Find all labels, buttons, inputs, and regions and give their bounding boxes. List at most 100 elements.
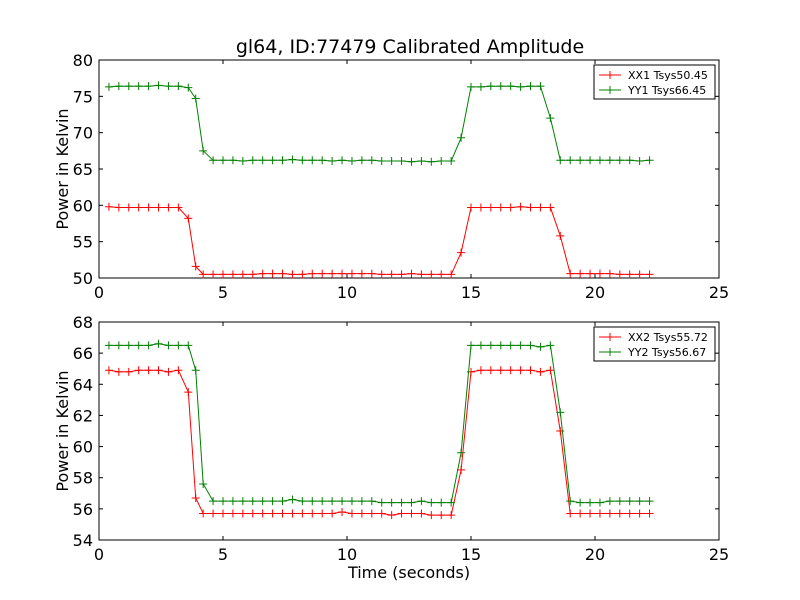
- data-point: [506, 341, 515, 350]
- data-point: [595, 156, 604, 165]
- data-point: [467, 341, 475, 350]
- data-point: [387, 498, 396, 507]
- legend-box: [593, 326, 716, 362]
- data-point: [174, 82, 183, 91]
- data-point: [586, 509, 595, 518]
- legend-marker: [606, 71, 614, 79]
- series-line-yy2: [108, 343, 650, 504]
- data-point: [387, 270, 396, 279]
- data-point: [184, 214, 193, 223]
- data-point: [338, 156, 347, 165]
- data-point: [546, 366, 555, 375]
- x-tick-label: 15: [461, 283, 481, 302]
- y-tick-label: 50: [73, 269, 93, 288]
- data-point: [506, 366, 515, 375]
- data-point: [467, 82, 475, 91]
- data-point: [164, 367, 173, 376]
- legend-marker: [606, 333, 614, 341]
- data-point: [184, 388, 193, 397]
- data-point: [164, 341, 173, 350]
- data-point: [397, 157, 406, 166]
- data-point: [576, 156, 585, 165]
- data-point: [258, 156, 267, 165]
- data-point: [258, 497, 267, 506]
- data-point: [298, 497, 307, 506]
- data-point: [486, 366, 495, 375]
- data-point: [134, 203, 143, 212]
- x-tick-label: 15: [461, 545, 481, 564]
- legend: XX2 Tsys55.72 YY2 Tsys56.67: [593, 326, 716, 362]
- data-point: [308, 156, 317, 165]
- data-point: [576, 498, 585, 507]
- data-point: [114, 203, 123, 212]
- data-point: [308, 269, 317, 278]
- y-tick-label: 56: [73, 500, 93, 519]
- series-line-yy1: [108, 84, 650, 163]
- data-point: [104, 366, 113, 375]
- data-point: [268, 269, 277, 278]
- data-point: [357, 509, 366, 518]
- x-tick-label: 25: [709, 545, 729, 564]
- data-point: [199, 479, 208, 488]
- data-point: [476, 203, 485, 212]
- data-point: [199, 146, 208, 155]
- data-point: [154, 203, 163, 212]
- data-point: [457, 133, 466, 142]
- data-point: [635, 157, 644, 166]
- data-point: [328, 509, 337, 518]
- data-point: [615, 270, 624, 279]
- data-point: [248, 509, 257, 518]
- data-point: [318, 269, 327, 278]
- data-point: [377, 157, 386, 166]
- data-point: [124, 341, 133, 350]
- data-point: [209, 497, 218, 506]
- data-point: [536, 82, 545, 91]
- data-point: [174, 203, 183, 212]
- data-point: [556, 231, 565, 240]
- data-point: [516, 341, 525, 350]
- data-point: [347, 157, 356, 166]
- y-tick-label: 75: [73, 87, 93, 106]
- data-point: [357, 156, 366, 165]
- data-point: [625, 270, 634, 279]
- data-point: [397, 270, 406, 279]
- top-plot-panel: 0 5 10 15 20 25 50 55 60 65 70 75 80 Power in Kelvin X…: [53, 51, 729, 302]
- data-point: [104, 82, 113, 91]
- data-point: [407, 269, 416, 278]
- bottom-plot-panel: 0 5 10 15 20 25 54 56 58 60 62 64 66 68 Power in Kelvi…: [53, 313, 729, 582]
- data-point: [407, 157, 416, 166]
- data-point: [191, 493, 200, 502]
- data-point: [174, 366, 183, 375]
- data-point: [417, 270, 426, 279]
- data-point: [338, 269, 347, 278]
- y-tick-label: 64: [73, 375, 93, 394]
- data-point: [645, 497, 654, 506]
- data-point: [595, 509, 604, 518]
- data-point: [486, 203, 495, 212]
- data-point: [144, 203, 153, 212]
- data-point: [248, 497, 257, 506]
- x-tick-label: 25: [709, 283, 729, 302]
- data-point: [605, 269, 614, 278]
- data-point: [576, 509, 585, 518]
- data-point: [184, 83, 193, 92]
- data-point: [209, 156, 218, 165]
- data-point: [308, 497, 317, 506]
- data-point: [417, 497, 426, 506]
- x-tick-label: 20: [585, 283, 605, 302]
- data-point: [427, 270, 436, 279]
- data-point: [228, 270, 237, 279]
- y-tick-label: 54: [73, 531, 93, 550]
- data-point: [536, 203, 545, 212]
- data-point: [536, 342, 545, 351]
- data-point: [347, 269, 356, 278]
- data-point: [397, 498, 406, 507]
- y-tick-label: 66: [73, 344, 93, 363]
- data-point: [496, 341, 505, 350]
- data-point: [615, 509, 624, 518]
- y-tick-label: 60: [73, 196, 93, 215]
- data-point: [114, 82, 123, 91]
- data-point: [645, 270, 654, 279]
- data-point: [486, 82, 495, 91]
